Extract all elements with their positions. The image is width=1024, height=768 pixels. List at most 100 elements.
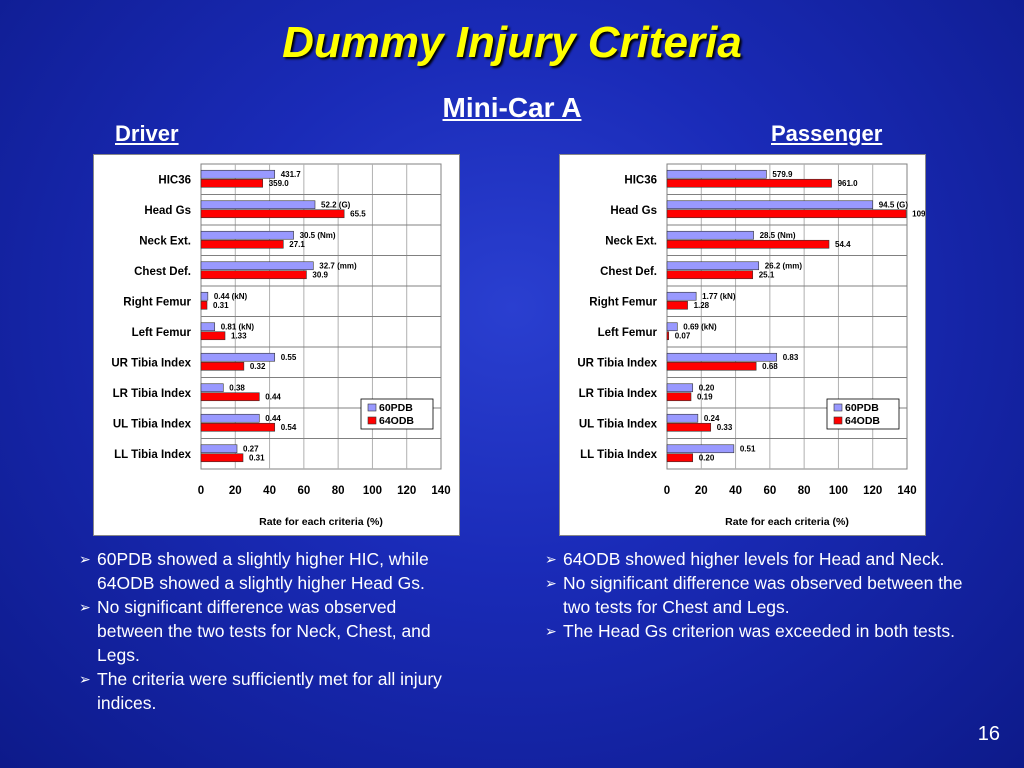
arrow-bullet-icon: ➢ — [79, 551, 91, 567]
data-label: 0.07 — [675, 331, 691, 340]
category-label: Head Gs — [610, 205, 657, 217]
x-tick-label: 80 — [798, 485, 811, 497]
arrow-bullet-icon: ➢ — [79, 671, 91, 687]
arrow-bullet-icon: ➢ — [545, 623, 557, 639]
data-label: 961.0 — [838, 179, 859, 188]
data-label: 109.7 — [912, 209, 925, 218]
data-label: 359.0 — [269, 179, 290, 188]
bar-60PDB — [200, 444, 238, 454]
data-label: 0.68 — [762, 362, 778, 371]
passenger-chart-svg: HIC36 579.9 961.0 Head Gs 94.5 (G)109.7 Neck … — [577, 163, 925, 528]
x-tick-label: 140 — [897, 485, 916, 497]
data-label: 0.51 — [740, 444, 756, 453]
x-tick-label: 20 — [695, 485, 708, 497]
category-label: Neck Ext. — [139, 235, 191, 247]
bar-64ODB — [200, 178, 264, 188]
bar-60PDB — [666, 200, 874, 210]
bar-60PDB — [666, 169, 767, 179]
passenger-bullet: ➢ 64ODB showed higher levels for Head and… — [545, 549, 945, 569]
data-label: 0.44 — [265, 414, 281, 423]
x-tick-label: 40 — [729, 485, 742, 497]
bar-64ODB — [200, 392, 260, 402]
data-label: 0.44 — [265, 392, 281, 401]
category-label: HIC36 — [624, 174, 657, 186]
arrow-bullet-icon: ➢ — [545, 551, 557, 567]
bar-64ODB — [200, 331, 226, 341]
legend-label: 60PDB — [845, 402, 879, 414]
data-label: 0.55 — [281, 353, 297, 362]
data-label: 0.20 — [699, 453, 715, 462]
category-label: Neck Ext. — [605, 235, 657, 247]
data-label: 26.2 (mm) — [765, 261, 803, 270]
data-label: 32.7 (mm) — [319, 261, 357, 270]
category-label: UR Tibia Index — [577, 357, 657, 369]
bar-64ODB — [666, 239, 830, 249]
passenger-bullets: ➢ 64ODB showed higher levels for Head and… — [543, 547, 963, 643]
data-label: 0.31 — [213, 301, 229, 310]
data-label: 0.24 — [704, 414, 720, 423]
x-tick-label: 0 — [664, 485, 670, 497]
category-label: LR Tibia Index — [113, 388, 192, 400]
data-label: 1.33 — [231, 331, 247, 340]
bar-60PDB — [666, 322, 678, 332]
legend-swatch — [367, 416, 377, 425]
data-label: 54.4 — [835, 240, 851, 249]
bar-64ODB — [666, 331, 670, 341]
bar-60PDB — [666, 383, 694, 393]
category-label: UL Tibia Index — [579, 418, 658, 430]
driver-bullet: ➢ 60PDB showed a slightly higher HIC, whi… — [79, 549, 429, 593]
x-tick-label: 80 — [332, 485, 345, 497]
driver-bullets: ➢ 60PDB showed a slightly higher HIC, whi… — [77, 547, 447, 715]
category-label: UL Tibia Index — [113, 418, 192, 430]
category-label: Chest Def. — [134, 266, 191, 278]
category-label: Chest Def. — [600, 266, 657, 278]
x-tick-label: 20 — [229, 485, 242, 497]
bar-60PDB — [666, 291, 697, 301]
data-label: 0.19 — [697, 392, 713, 401]
data-label: 0.38 — [229, 383, 245, 392]
category-label: Head Gs — [144, 205, 191, 217]
slide-subtitle: Mini-Car A — [442, 92, 582, 123]
passenger-chart: HIC36 579.9 961.0 Head Gs 94.5 (G)109.7 Neck … — [559, 154, 926, 536]
x-axis-label: Rate for each criteria (%) — [725, 516, 849, 528]
bar-64ODB — [200, 361, 245, 371]
data-label: 0.54 — [281, 423, 297, 432]
data-label: 27.1 — [289, 240, 305, 249]
category-label: UR Tibia Index — [111, 357, 191, 369]
bar-64ODB — [200, 453, 244, 463]
data-label: 0.69 (kN) — [683, 322, 717, 331]
category-label: Right Femur — [589, 296, 657, 308]
data-label: 30.5 (Nm) — [300, 231, 336, 240]
driver-bullet: ➢ The criteria were sufficiently met for … — [79, 669, 442, 713]
bar-64ODB — [666, 178, 832, 188]
x-tick-label: 120 — [863, 485, 882, 497]
passenger-label: Passenger — [771, 121, 883, 146]
legend-label: 60PDB — [379, 402, 413, 414]
bar-60PDB — [200, 352, 276, 362]
legend-label: 64ODB — [845, 415, 880, 427]
bar-60PDB — [200, 200, 316, 210]
x-tick-label: 140 — [431, 485, 450, 497]
bar-64ODB — [666, 422, 712, 432]
bar-64ODB — [666, 453, 694, 463]
data-label: 1.77 (kN) — [702, 292, 736, 301]
category-label: Right Femur — [123, 296, 191, 308]
data-label: 25.1 — [759, 270, 775, 279]
arrow-bullet-icon: ➢ — [79, 599, 91, 615]
bar-64ODB — [666, 270, 754, 280]
x-tick-label: 100 — [363, 485, 382, 497]
bar-64ODB — [200, 300, 208, 310]
driver-bullet: ➢ No significant difference was observed … — [79, 597, 431, 665]
bar-60PDB — [666, 444, 735, 454]
data-label: 0.33 — [717, 423, 733, 432]
legend-swatch — [833, 416, 843, 425]
passenger-bullet: ➢ No significant difference was observed … — [545, 573, 963, 617]
category-label: Left Femur — [598, 327, 658, 339]
bar-60PDB — [666, 230, 754, 240]
bar-64ODB — [200, 209, 345, 219]
data-label: 0.27 — [243, 444, 259, 453]
data-label: 0.81 (kN) — [221, 322, 255, 331]
bar-64ODB — [666, 361, 757, 371]
bar-64ODB — [666, 300, 688, 310]
